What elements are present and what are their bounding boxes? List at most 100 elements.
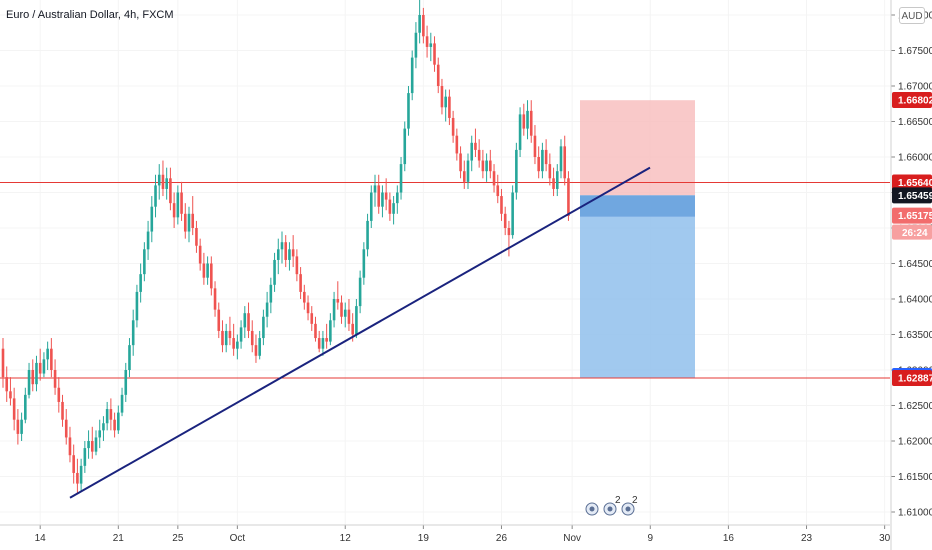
candle-body (422, 15, 425, 37)
candle (455, 128, 459, 161)
candle-body (1, 348, 5, 378)
candle (198, 238, 202, 271)
candle-body (98, 430, 102, 438)
candle-body (265, 302, 269, 317)
candle (76, 458, 79, 495)
candle-body (433, 43, 436, 65)
candle-body (436, 64, 440, 86)
event-marker-count: 2 (632, 495, 638, 506)
candle-body (64, 419, 68, 438)
candle (515, 142, 518, 200)
candle (109, 398, 113, 431)
candle (102, 416, 105, 441)
countdown-badge-bg (892, 224, 932, 240)
candle (343, 302, 347, 328)
candle (541, 142, 544, 179)
candle (410, 50, 414, 101)
candle-body (76, 472, 79, 484)
currency-button[interactable]: AUD (899, 7, 925, 24)
candle (269, 277, 273, 314)
x-tick-label: 25 (172, 533, 184, 544)
candle (481, 149, 485, 179)
candle-body (113, 419, 116, 431)
candle (262, 309, 265, 346)
candle (477, 139, 481, 168)
y-tick-label: 1.67500 (898, 46, 932, 57)
candle (325, 323, 328, 349)
y-tick-label: 1.66000 (898, 153, 932, 164)
candle (507, 220, 511, 257)
candle-body (522, 114, 526, 129)
last-price-badge-bg (892, 187, 932, 204)
candle-body (407, 93, 410, 129)
candle-body (429, 43, 433, 47)
candle-body (299, 274, 302, 292)
y-tick-label: 1.62000 (898, 437, 932, 448)
candle-body (563, 146, 567, 179)
candle-body (269, 284, 273, 303)
candle (276, 238, 280, 275)
event-marker-dot (607, 506, 613, 512)
candle-body (410, 57, 414, 94)
event-marker (621, 502, 635, 516)
candle (217, 302, 221, 339)
candle (396, 185, 399, 214)
candle-body (221, 330, 224, 346)
candle (79, 458, 83, 491)
x-tick-label: 16 (723, 533, 735, 544)
candle-body (325, 338, 328, 342)
candle (42, 352, 46, 378)
candle (105, 401, 109, 431)
candle-body (500, 196, 503, 214)
candle (433, 36, 436, 72)
candle (213, 281, 217, 317)
candle-body (31, 370, 35, 385)
candle (228, 316, 232, 346)
candle-body (83, 448, 87, 466)
candle-body (481, 160, 485, 172)
candle-body (236, 341, 239, 349)
candle-body (425, 36, 429, 47)
horizontal-levels (0, 182, 890, 379)
candle (187, 206, 191, 243)
candle (425, 25, 429, 58)
candle-body (399, 164, 403, 193)
last-price-badge: 1.65459 (892, 187, 932, 204)
x-tick-label: 19 (418, 533, 430, 544)
candle-body (124, 370, 128, 395)
x-tick-label: Oct (230, 533, 246, 544)
candle (492, 164, 496, 193)
candle-body (172, 203, 176, 218)
candle-body (358, 277, 362, 307)
candle-body (72, 455, 75, 473)
candle-body (544, 149, 548, 165)
candle-body (418, 15, 421, 33)
candle (462, 160, 466, 189)
support-badge-text: 1.62887 (898, 374, 932, 385)
candle (381, 185, 384, 218)
candle-body (157, 174, 161, 186)
candle (239, 320, 243, 349)
candle-body (321, 338, 325, 349)
candle-body (548, 164, 552, 179)
candle (113, 412, 116, 438)
candle-body (42, 359, 46, 374)
candle (146, 220, 150, 260)
candle-body (46, 348, 49, 360)
candle (157, 164, 161, 200)
candle-body (213, 288, 217, 310)
candle (120, 387, 124, 417)
candle (72, 444, 75, 484)
y-tick-label: 1.61000 (898, 508, 932, 519)
event-marker-dot (625, 506, 631, 512)
candle (511, 185, 514, 239)
candle-body (180, 192, 183, 214)
candle-body (518, 114, 522, 150)
candle (444, 89, 447, 122)
candle (340, 295, 343, 324)
y-tick-label: 1.64000 (898, 295, 932, 306)
candle-body (496, 185, 500, 197)
candle-body (117, 412, 120, 431)
candle (35, 355, 38, 392)
